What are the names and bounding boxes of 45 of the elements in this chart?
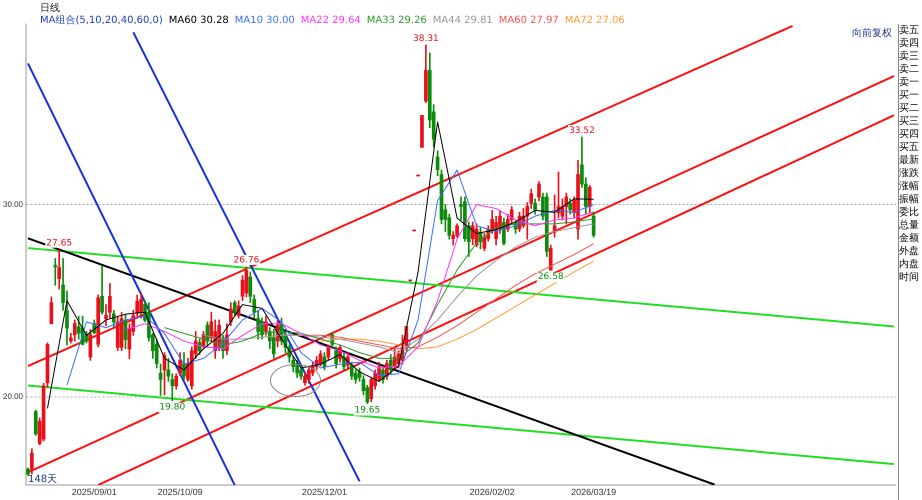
- text: 内盘: [899, 258, 920, 271]
- text: MA60 30.28: [168, 15, 229, 26]
- text: 买二: [899, 102, 920, 115]
- text: 外盘: [899, 245, 920, 258]
- text: 涨幅: [899, 180, 920, 193]
- text: 总量: [899, 219, 920, 232]
- text: MA10 30.00: [234, 15, 295, 26]
- x-tick-label: 2025/10/09: [158, 487, 203, 498]
- text: 买三: [899, 115, 920, 128]
- text: MA33 29.26: [366, 15, 427, 26]
- legend-title: MA组合(5,10,20,40,60,0): [40, 15, 163, 26]
- text: 时间: [899, 271, 920, 284]
- annotation: 26.58: [538, 272, 564, 282]
- chart-title: 日线: [40, 2, 60, 15]
- annotation: 19.80: [159, 402, 186, 412]
- annotation: 27.65: [46, 238, 72, 249]
- annotation: 33.52: [569, 126, 595, 136]
- text: 涨跌: [899, 167, 920, 180]
- text: 委比: [899, 206, 920, 219]
- annotation: 19.65: [354, 405, 380, 416]
- x-tick-label: 2026/03/19: [571, 487, 616, 498]
- text: MA72 27.06: [564, 15, 625, 26]
- text: MA60 27.97: [498, 15, 559, 26]
- x-tick-label: 2025/09/01: [72, 487, 117, 498]
- x-tick-label: 2025/12/01: [302, 487, 347, 498]
- text: 买四: [899, 128, 920, 141]
- text: 买五: [899, 141, 920, 154]
- text: 卖四: [899, 37, 920, 50]
- y-tick-label: 30.00: [2, 200, 24, 209]
- text: 振幅: [899, 193, 920, 206]
- text: 卖二: [899, 63, 920, 76]
- text: 买一: [899, 89, 920, 102]
- text: 金额: [899, 232, 920, 245]
- annotation: 26.76: [234, 256, 260, 266]
- text: MA44 29.81: [432, 15, 493, 26]
- x-tick-label: 2026/02/02: [470, 487, 515, 498]
- text: 最新: [899, 154, 920, 167]
- y-tick-label: 20.00: [2, 392, 24, 402]
- text: MA22 29.64: [300, 15, 361, 26]
- text: 卖一: [899, 76, 920, 89]
- annotation: 38.31: [412, 34, 439, 44]
- annotation: 148天: [28, 473, 58, 486]
- text: 卖三: [899, 50, 920, 63]
- text: 卖五: [899, 24, 920, 37]
- annotation: 向前复权: [852, 26, 892, 40]
